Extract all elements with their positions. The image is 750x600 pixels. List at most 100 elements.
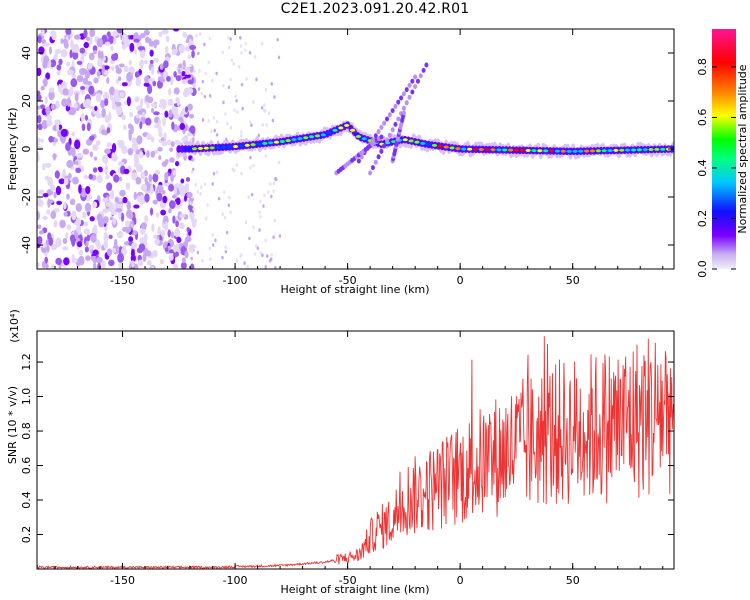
noise-blob xyxy=(272,181,276,186)
snr-frame xyxy=(36,330,675,570)
colorbar-tick-label: 0.2 xyxy=(696,210,709,228)
noise-blob xyxy=(192,207,195,211)
noise-blob xyxy=(216,119,219,124)
ridge-peak xyxy=(572,149,578,153)
noise-blob xyxy=(73,102,78,109)
noise-blob xyxy=(63,257,70,266)
noise-blob xyxy=(266,190,270,195)
noise-blob xyxy=(100,50,104,60)
noise-blob xyxy=(111,53,117,61)
noise-blob xyxy=(192,167,195,172)
noise-blob xyxy=(62,88,69,96)
noise-blob xyxy=(110,189,115,200)
noise-blob xyxy=(173,112,180,120)
noise-blob xyxy=(96,213,103,222)
ridge-peak xyxy=(344,123,350,127)
ridge-peak xyxy=(595,149,601,153)
noise-blob xyxy=(134,157,140,166)
noise-blob xyxy=(244,220,248,225)
noise-blob xyxy=(154,238,160,246)
ridge-peak xyxy=(203,146,209,150)
noise-blob xyxy=(185,66,191,75)
noise-blob xyxy=(212,116,216,120)
ridge-streak xyxy=(393,121,398,127)
noise-blob xyxy=(133,191,137,200)
noise-blob xyxy=(42,193,49,198)
noise-blob xyxy=(175,97,180,103)
noise-blob xyxy=(195,33,198,38)
noise-blob xyxy=(199,32,202,36)
noise-blob xyxy=(76,74,84,83)
noise-blob xyxy=(264,109,267,113)
noise-blob xyxy=(229,77,232,82)
noise-blob xyxy=(119,140,125,148)
ridge-streak xyxy=(382,143,387,149)
ridge-peak xyxy=(537,149,543,153)
noise-blob xyxy=(37,110,40,117)
noise-blob xyxy=(256,246,260,250)
noise-blob xyxy=(269,182,272,186)
noise-blob xyxy=(170,75,174,86)
ridge-streak xyxy=(396,99,401,105)
noise-blob xyxy=(37,235,43,245)
noise-blob xyxy=(201,79,205,84)
noise-blob xyxy=(104,165,109,175)
noise-blob xyxy=(171,48,178,56)
noise-blob xyxy=(122,33,129,44)
noise-blob xyxy=(134,71,140,78)
noise-blob xyxy=(160,209,167,216)
noise-blob xyxy=(61,81,66,89)
noise-blob xyxy=(272,235,275,240)
ridge-peak xyxy=(578,149,584,153)
noise-blob xyxy=(89,151,93,158)
noise-blob xyxy=(50,264,55,269)
ridge-peak xyxy=(279,139,285,143)
noise-blob xyxy=(146,260,152,266)
noise-blob xyxy=(111,103,117,110)
noise-blob xyxy=(277,55,281,60)
noise-blob xyxy=(180,261,187,269)
noise-blob xyxy=(249,165,252,170)
noise-blob xyxy=(164,247,169,252)
noise-blob xyxy=(118,261,123,269)
noise-blob xyxy=(190,211,193,216)
noise-blob xyxy=(270,194,273,199)
noise-blob xyxy=(121,43,127,51)
noise-blob xyxy=(42,215,48,221)
noise-blob xyxy=(203,94,207,99)
noise-blob xyxy=(153,234,158,239)
noise-blob xyxy=(123,65,129,73)
noise-blob xyxy=(223,215,227,220)
ridge-peak xyxy=(589,149,596,153)
noise-blob xyxy=(80,85,86,90)
noise-blob xyxy=(198,69,201,73)
noise-blob xyxy=(96,241,101,250)
noise-blob xyxy=(240,82,244,87)
noise-blob xyxy=(125,182,131,190)
noise-blob xyxy=(108,35,114,42)
ridge-peak xyxy=(268,141,274,145)
ridge-peak xyxy=(320,133,326,137)
noise-blob xyxy=(209,94,212,98)
noise-blob xyxy=(193,157,196,162)
noise-blob xyxy=(172,170,177,176)
noise-blob xyxy=(45,263,49,269)
noise-blob xyxy=(37,35,42,44)
noise-blob xyxy=(250,123,253,128)
noise-blob xyxy=(106,77,110,85)
noise-blob xyxy=(246,264,249,269)
noise-blob xyxy=(81,211,87,219)
ridge-peak xyxy=(525,148,531,152)
noise-blob xyxy=(272,189,275,193)
ridge-peak xyxy=(531,149,537,153)
noise-blob xyxy=(263,103,266,107)
ridge-peak xyxy=(209,146,215,150)
noise-blob xyxy=(144,215,149,223)
noise-blob xyxy=(217,196,221,201)
noise-blob xyxy=(113,89,121,99)
noise-blob xyxy=(44,256,48,264)
noise-blob xyxy=(50,210,57,220)
noise-blob xyxy=(189,263,195,269)
noise-blob xyxy=(66,69,74,76)
noise-blob xyxy=(164,46,169,54)
